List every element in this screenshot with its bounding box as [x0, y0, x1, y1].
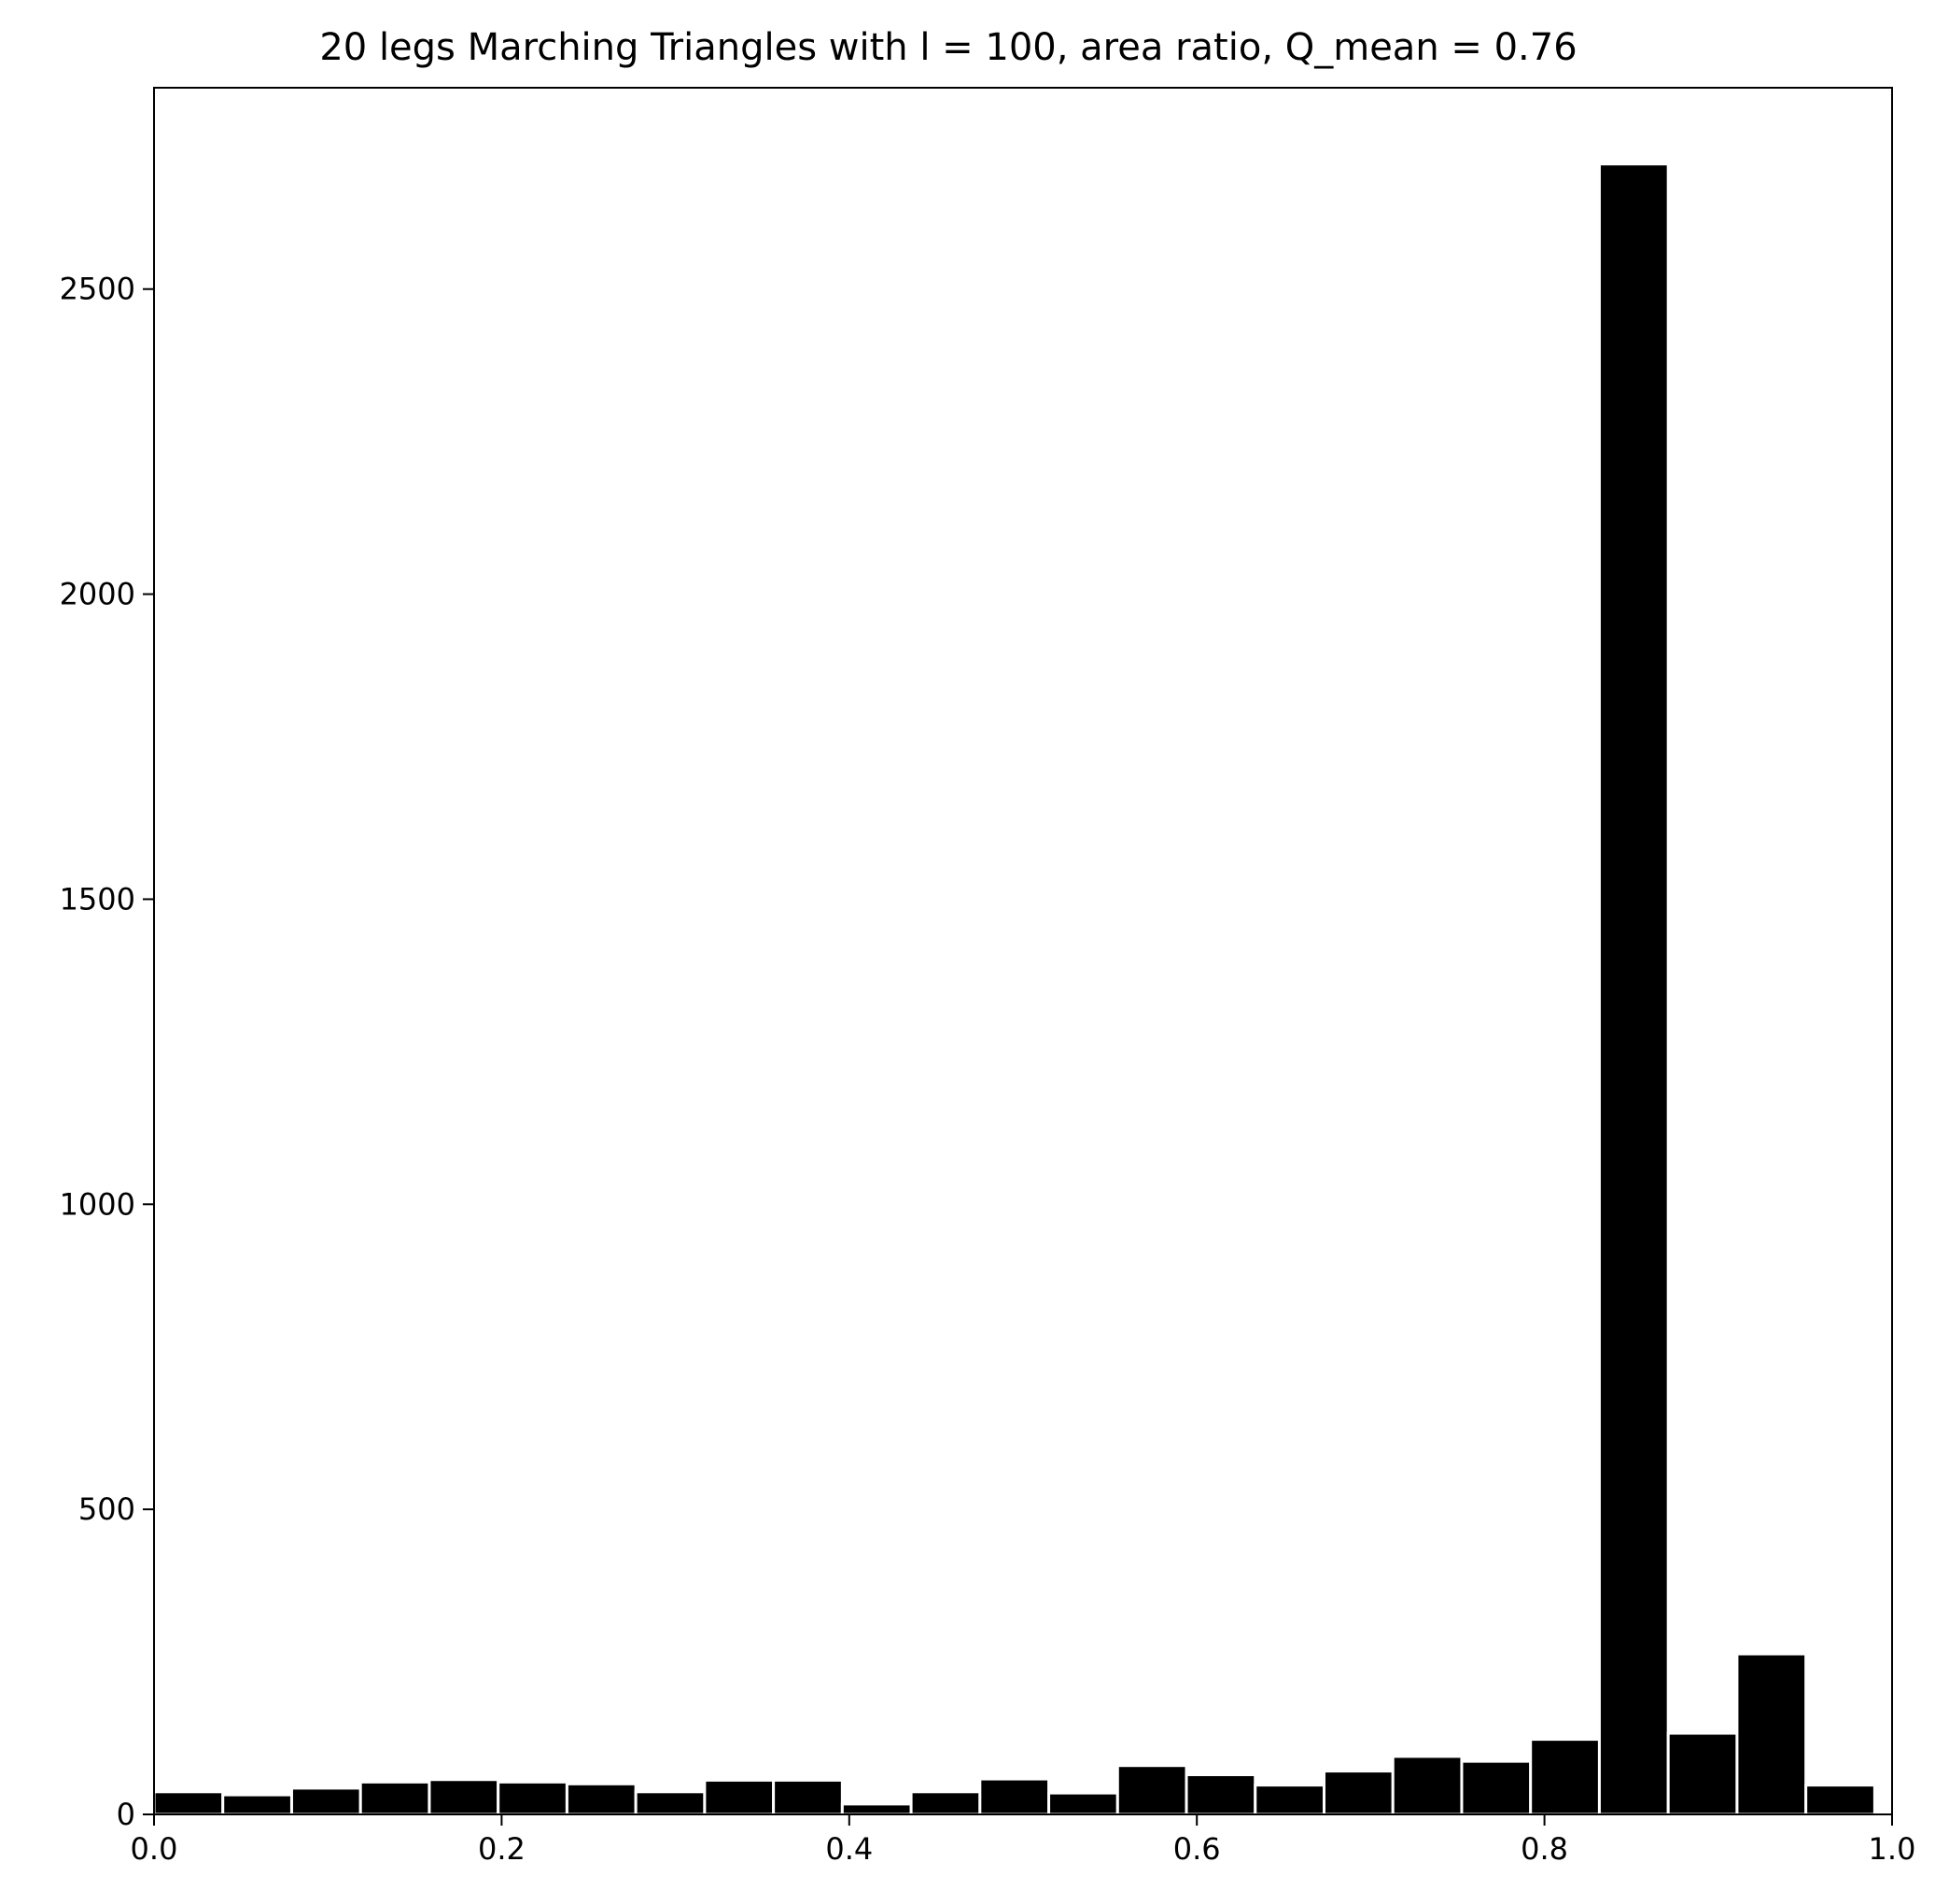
histogram-bar	[1391, 1755, 1464, 1816]
y-tick-label: 0	[117, 1797, 135, 1832]
histogram-bar	[772, 1778, 844, 1816]
histogram-bar	[1460, 1759, 1533, 1816]
histogram-bar	[978, 1777, 1051, 1816]
histogram-bar	[1529, 1738, 1601, 1816]
histogram-bar	[152, 1790, 225, 1816]
histogram-bar	[1254, 1784, 1325, 1816]
y-tick-label: 2000	[60, 577, 135, 612]
y-tick-label: 2500	[60, 272, 135, 307]
histogram-bar	[1115, 1764, 1188, 1816]
histogram-bar	[221, 1793, 293, 1816]
histogram-bar	[634, 1790, 707, 1816]
histogram-bar	[1047, 1791, 1119, 1816]
y-tick-label: 1500	[60, 881, 135, 917]
chart-title: 20 legs Marching Triangles with l = 100,…	[319, 26, 1577, 69]
histogram-bar	[1666, 1731, 1739, 1816]
histogram-bar	[840, 1802, 913, 1816]
y-axis: 0 500 1000 1500 2000 2500	[60, 272, 154, 1832]
x-tick-label: 0.0	[131, 1831, 178, 1867]
y-tick-label: 1000	[60, 1186, 135, 1222]
histogram-bar	[1735, 1652, 1808, 1816]
histogram-bar	[703, 1778, 776, 1816]
x-tick-label: 0.2	[478, 1831, 526, 1867]
x-tick-label: 0.6	[1173, 1831, 1221, 1867]
x-tick-label: 1.0	[1869, 1831, 1916, 1867]
histogram-bar	[497, 1780, 568, 1816]
histogram-bar	[428, 1778, 500, 1816]
bars-layer	[152, 162, 1876, 1816]
histogram-bar	[1185, 1773, 1257, 1816]
histogram-bar	[1804, 1784, 1876, 1816]
y-tick-label: 500	[78, 1491, 135, 1527]
histogram-bar	[1322, 1770, 1395, 1816]
histogram-bar	[358, 1780, 431, 1816]
histogram-bar	[1597, 162, 1670, 1816]
x-axis: 0.0 0.2 0.4 0.6 0.8 1.0	[131, 1814, 1916, 1867]
histogram-bar	[289, 1786, 362, 1816]
x-tick-label: 0.8	[1521, 1831, 1568, 1867]
histogram-bar	[565, 1782, 638, 1816]
plot-frame	[153, 87, 1893, 1815]
x-tick-label: 0.4	[825, 1831, 873, 1867]
histogram-bar	[909, 1790, 982, 1816]
